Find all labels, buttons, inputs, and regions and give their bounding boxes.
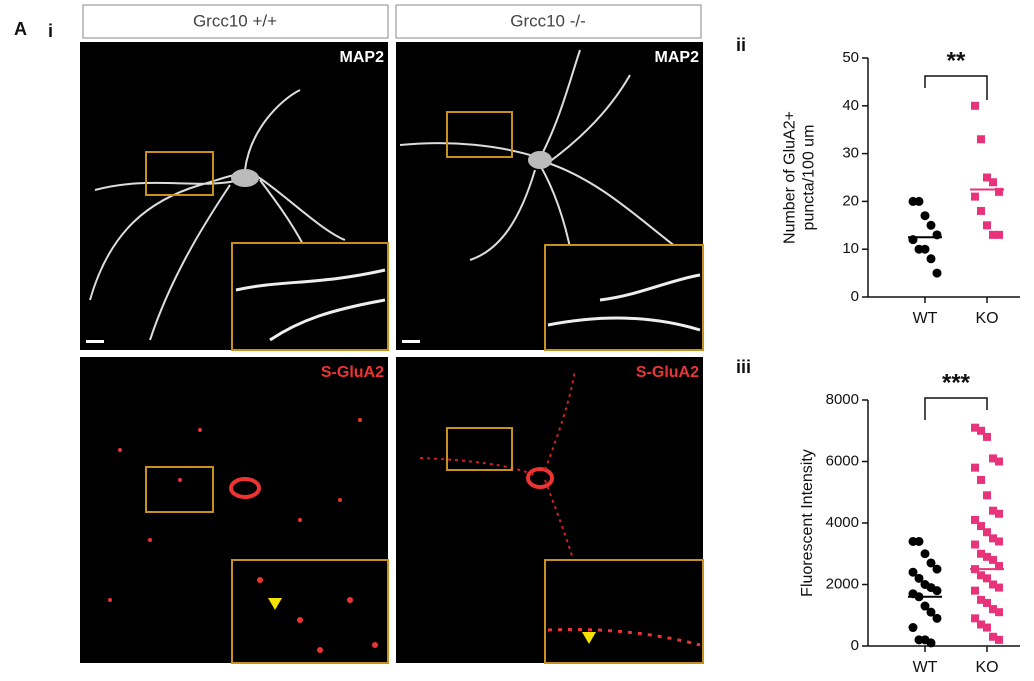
data-point (933, 614, 942, 623)
data-point (983, 491, 991, 499)
y-axis-label: Number of GluA2+ (782, 111, 799, 244)
stain-label: S-GluA2 (321, 364, 384, 381)
data-point (927, 638, 936, 647)
y-tick-label: 0 (851, 288, 859, 305)
data-point (977, 135, 985, 143)
stain-label: MAP2 (340, 49, 385, 66)
column-header: Grcc10 +/+ (193, 11, 277, 30)
subpanel-label: i (48, 21, 53, 41)
y-tick-label: 50 (842, 49, 859, 66)
data-point (995, 231, 1003, 239)
y-axis-label: puncta/100 um (801, 125, 818, 231)
data-point (933, 586, 942, 595)
data-point (927, 221, 936, 230)
data-point (921, 549, 930, 558)
stain-label: MAP2 (655, 49, 700, 66)
y-tick-label: 0 (851, 637, 859, 654)
data-point (995, 608, 1003, 616)
y-tick-label: 40 (842, 97, 859, 114)
figure: A i ii iii Grcc10 +/+ Grcc10 -/- (0, 0, 1034, 676)
data-point (971, 102, 979, 110)
data-point (915, 537, 924, 546)
data-point (971, 464, 979, 472)
data-point (983, 433, 991, 441)
significance-label: ** (947, 47, 966, 74)
micrograph-bottom-right (396, 357, 703, 663)
significance-bracket (925, 398, 987, 420)
stain-label: S-GluA2 (636, 364, 699, 381)
micrograph-bottom-left (80, 357, 388, 663)
data-point (971, 541, 979, 549)
significance-label: *** (942, 369, 971, 396)
micrograph-top-left (80, 42, 388, 350)
x-tick-label: WT (913, 659, 938, 676)
x-tick-label: WT (913, 310, 938, 327)
subpanel-label: ii (736, 35, 746, 55)
y-tick-label: 6000 (826, 452, 859, 469)
micrograph-top-right (396, 42, 703, 350)
y-tick-label: 2000 (826, 575, 859, 592)
data-point (921, 245, 930, 254)
data-point (995, 537, 1003, 545)
data-point (927, 254, 936, 263)
data-point (995, 510, 1003, 518)
y-tick-label: 10 (842, 240, 859, 257)
y-tick-label: 30 (842, 145, 859, 162)
data-point (989, 178, 997, 186)
x-tick-label: KO (975, 659, 998, 676)
data-point (921, 211, 930, 220)
y-tick-label: 20 (842, 192, 859, 209)
data-point (909, 623, 918, 632)
data-point (977, 207, 985, 215)
column-header: Grcc10 -/- (510, 11, 586, 30)
data-point (933, 565, 942, 574)
y-tick-label: 8000 (826, 391, 859, 408)
data-point (995, 636, 1003, 644)
x-tick-label: KO (975, 310, 998, 327)
data-point (995, 584, 1003, 592)
data-point (971, 587, 979, 595)
subpanel-label: iii (736, 357, 751, 377)
data-point (995, 458, 1003, 466)
data-point (971, 193, 979, 201)
y-tick-label: 4000 (826, 514, 859, 531)
data-point (983, 221, 991, 229)
data-point (977, 476, 985, 484)
significance-bracket (925, 76, 987, 100)
y-axis-label: Fluorescent Intensity (799, 449, 816, 597)
data-point (915, 197, 924, 206)
data-point (983, 624, 991, 632)
panel-label: A (14, 19, 27, 39)
data-point (933, 269, 942, 278)
